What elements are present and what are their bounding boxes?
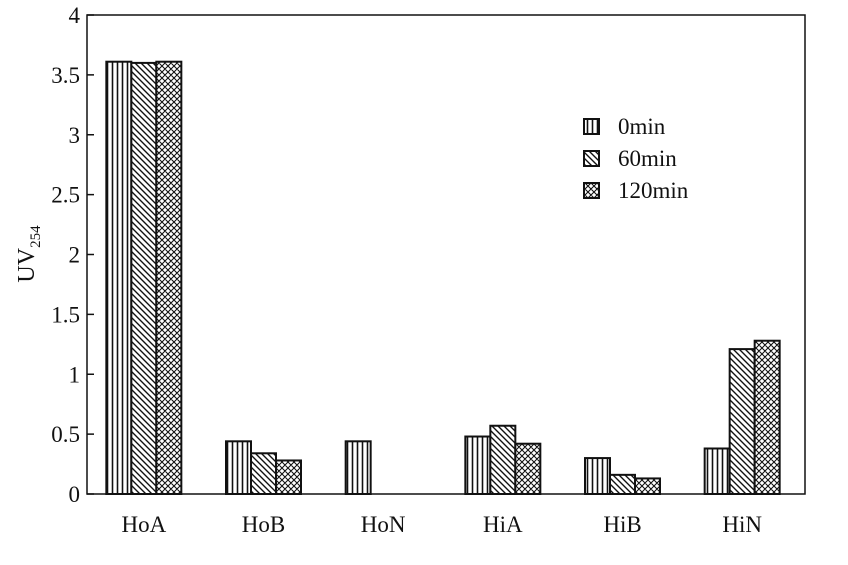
y-tick-label: 2 [69, 243, 81, 268]
bar-HiN-0min [703, 447, 731, 495]
y-axis-title: UV254 [14, 225, 44, 283]
bar-HiA-120min [514, 442, 542, 495]
legend-swatch-120min [583, 182, 600, 199]
bar-HiA-60min [489, 424, 517, 495]
bar-HoA-0min [105, 60, 133, 495]
bar-HiB-60min [609, 473, 636, 495]
y-axis-title-subscript: 254 [28, 225, 44, 248]
y-tick-label: 3 [69, 123, 81, 148]
bar-HiB-0min [584, 457, 611, 496]
bars-group [105, 60, 781, 496]
y-tick-label: 1.5 [51, 302, 80, 327]
bar-HiB-120min [634, 477, 661, 495]
x-category-label: HoA [121, 512, 166, 537]
bar-HoB-60min [250, 452, 277, 496]
bar-HoN-0min [344, 440, 372, 495]
x-category-label: HoB [242, 512, 285, 537]
x-category-label: HiB [603, 512, 641, 537]
plot-frame [86, 14, 806, 495]
bar-HoB-120min [275, 459, 302, 495]
y-tick-label: 4 [69, 3, 81, 28]
y-tick-label: 3.5 [51, 63, 80, 88]
x-category-label: HiN [722, 512, 762, 537]
x-category-label: HiA [483, 512, 523, 537]
legend-swatch-0min [583, 118, 600, 135]
y-tick-label: 1 [69, 362, 81, 387]
y-axis: 0 0.5 1 1.5 2 2.5 3 3.5 4 [51, 3, 94, 507]
legend-label: 120min [618, 178, 689, 203]
bar-HoA-120min [155, 60, 183, 495]
y-tick-label: 2.5 [51, 183, 80, 208]
y-tick-label: 0.5 [51, 422, 80, 447]
plot-area [86, 14, 806, 495]
x-axis: HoA HoB HoN HiA HiB HiN [121, 512, 762, 537]
x-category-label: HoN [361, 512, 406, 537]
legend: 0min 60min 120min [583, 114, 689, 203]
bar-HiA-0min [464, 435, 492, 495]
legend-swatch-60min [583, 150, 600, 167]
y-tick-label: 0 [69, 482, 81, 507]
legend-label: 60min [618, 146, 677, 171]
bar-HoA-60min [130, 61, 158, 496]
bar-HoB-0min [225, 440, 252, 495]
bar-HiN-120min [753, 339, 781, 495]
bar-HiN-60min [728, 348, 756, 496]
legend-label: 0min [618, 114, 666, 139]
